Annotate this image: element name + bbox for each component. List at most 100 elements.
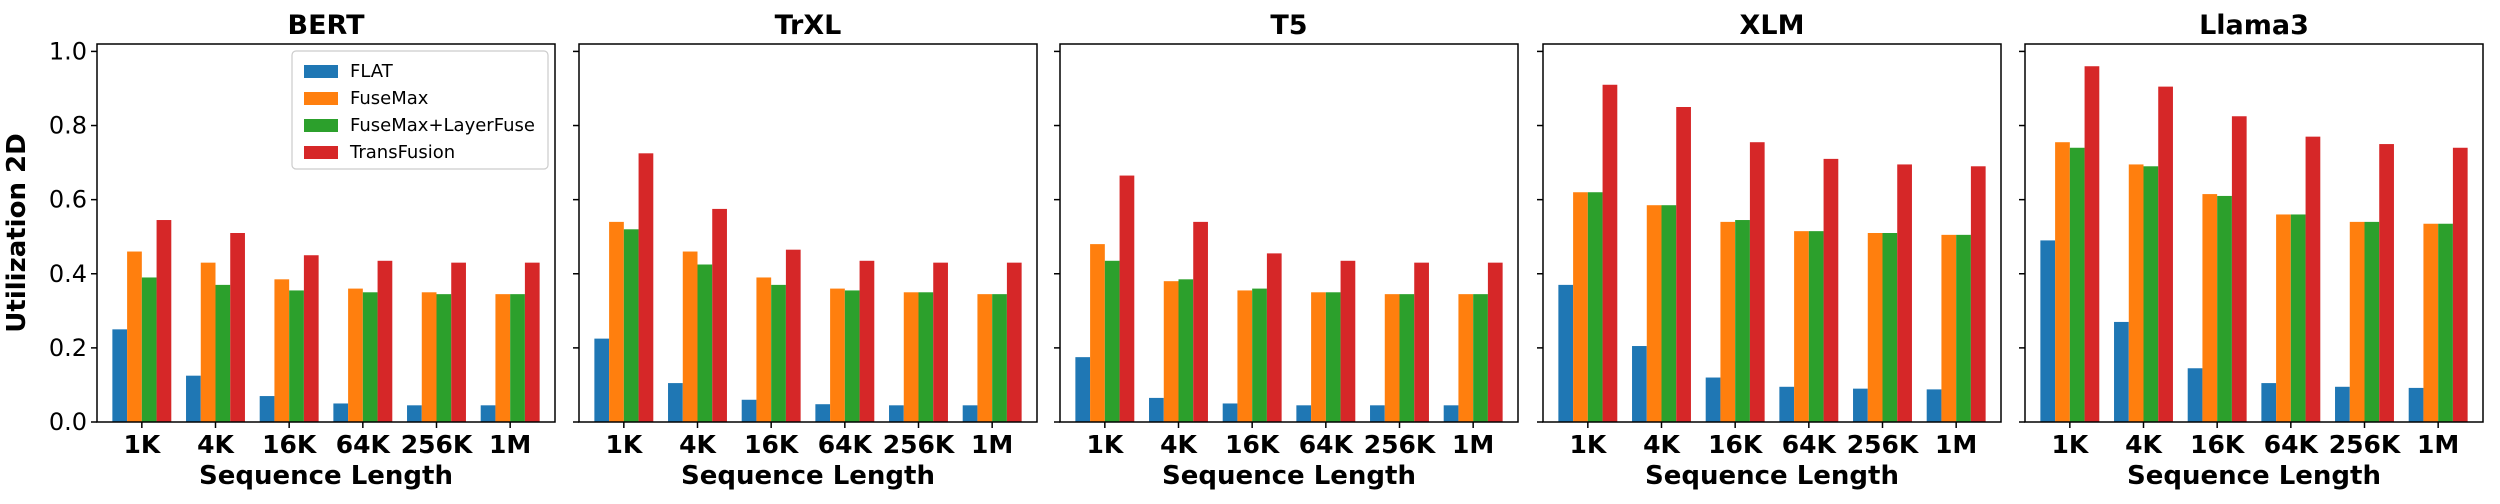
bar-trxl-fusemax-layerfuse-256k: [918, 292, 934, 422]
legend-frame: [291, 50, 549, 170]
x-tick-label: 1K: [1086, 430, 1124, 459]
bar-t5-transfusion-1k: [1119, 175, 1135, 422]
bar-t5-fusemax-layerfuse-256k: [1399, 294, 1415, 422]
bar-bert-fusemax-4k: [200, 262, 216, 422]
bar-trxl-fusemax-16k: [756, 277, 772, 422]
bar-t5-fusemax-64k: [1311, 292, 1326, 422]
bar-trxl-flat-1k: [594, 338, 610, 422]
bar-bert-transfusion-64k: [377, 260, 393, 422]
bar-trxl-fusemax-layerfuse-64k: [844, 290, 860, 422]
bar-bert-fusemax-64k: [348, 288, 363, 422]
bar-xlm-fusemax-layerfuse-64k: [1808, 231, 1824, 422]
y-tick-label: 0.2: [49, 334, 87, 362]
bar-t5-flat-1m: [1443, 405, 1459, 422]
bar-llama3-transfusion-64k: [2305, 136, 2321, 422]
bar-trxl-fusemax-64k: [830, 288, 845, 422]
x-axis-label: Sequence Length: [681, 461, 935, 491]
bar-t5-fusemax-layerfuse-4k: [1178, 279, 1194, 422]
x-tick-label: 1M: [971, 430, 1013, 459]
bar-llama3-flat-256k: [2335, 386, 2350, 422]
bar-llama3-flat-1m: [2408, 387, 2424, 422]
bar-llama3-fusemax-layerfuse-16k: [2217, 195, 2232, 422]
bar-t5-fusemax-layerfuse-64k: [1325, 292, 1341, 422]
bar-bert-transfusion-1m: [524, 262, 540, 422]
plot-frame: [96, 43, 556, 423]
bar-t5-transfusion-1m: [1487, 262, 1503, 422]
bar-trxl-transfusion-64k: [859, 260, 875, 422]
bar-xlm-flat-4k: [1632, 346, 1647, 422]
plot-frame: [2024, 43, 2484, 423]
bar-xlm-flat-256k: [1853, 388, 1868, 422]
bar-bert-transfusion-16k: [303, 255, 319, 422]
panel-title: BERT: [287, 10, 365, 41]
bar-xlm-fusemax-1k: [1573, 192, 1588, 422]
bar-bert-flat-256k: [407, 405, 422, 422]
bar-llama3-fusemax-layerfuse-4k: [2143, 166, 2159, 422]
x-tick-label: 64K: [1782, 430, 1838, 459]
bar-xlm-fusemax-64k: [1794, 231, 1809, 422]
bar-llama3-fusemax-4k: [2128, 164, 2144, 422]
x-axis-label: Sequence Length: [1645, 461, 1899, 491]
bar-xlm-flat-16k: [1705, 377, 1721, 422]
panel-llama3: Llama3 1K 4K 16K 64K 256K 1M Sequence Length: [2019, 10, 2484, 491]
bar-trxl-transfusion-1k: [638, 153, 654, 422]
panel-t5: T5 1K 4K 16K 64K 256K 1M Sequence Length: [1054, 10, 1519, 491]
bar-xlm-transfusion-256k: [1897, 164, 1912, 422]
x-axis-label: Sequence Length: [2127, 461, 2381, 491]
bar-bert-flat-4k: [186, 375, 201, 422]
x-tick-label: 1K: [2051, 430, 2089, 459]
bar-trxl-flat-256k: [889, 405, 904, 422]
bar-trxl-transfusion-256k: [933, 262, 948, 422]
bar-xlm-flat-1m: [1926, 389, 1942, 422]
legend-label: TransFusion: [349, 142, 455, 163]
bar-llama3-fusemax-layerfuse-1m: [2438, 223, 2453, 422]
bar-t5-fusemax-16k: [1237, 290, 1253, 422]
x-tick-label: 16K: [1708, 430, 1764, 459]
bar-t5-fusemax-1m: [1458, 294, 1474, 422]
bar-llama3-flat-64k: [2261, 383, 2277, 422]
bar-trxl-transfusion-4k: [712, 208, 727, 422]
bar-t5-fusemax-256k: [1384, 294, 1400, 422]
y-tick-label: 0.8: [49, 112, 87, 140]
legend-swatch-fusemax: [304, 92, 338, 105]
x-tick-label: 4K: [2125, 430, 2163, 459]
x-tick-label: 1M: [2417, 430, 2459, 459]
bar-t5-fusemax-layerfuse-1k: [1104, 260, 1120, 422]
bar-trxl-flat-16k: [741, 399, 757, 422]
bar-trxl-flat-64k: [815, 404, 831, 422]
bar-bert-fusemax-256k: [421, 292, 437, 422]
bar-trxl-fusemax-layerfuse-16k: [771, 284, 786, 422]
bar-xlm-fusemax-16k: [1720, 221, 1736, 422]
x-tick-label: 1M: [1452, 430, 1494, 459]
bar-trxl-fusemax-layerfuse-1m: [992, 294, 1007, 422]
bar-llama3-fusemax-1k: [2055, 142, 2070, 422]
x-tick-label: 64K: [818, 430, 874, 459]
bar-llama3-fusemax-layerfuse-256k: [2364, 221, 2380, 422]
x-tick-label: 1M: [1935, 430, 1977, 459]
bar-bert-fusemax-16k: [274, 279, 290, 422]
bar-xlm-transfusion-64k: [1823, 158, 1839, 422]
bar-t5-fusemax-4k: [1163, 281, 1179, 422]
bar-trxl-fusemax-layerfuse-1k: [623, 229, 639, 422]
bar-llama3-fusemax-layerfuse-1k: [2069, 147, 2085, 422]
x-tick-label: 1K: [1569, 430, 1607, 459]
bar-llama3-fusemax-1m: [2423, 223, 2439, 422]
x-axis-label: Sequence Length: [1162, 461, 1416, 491]
x-tick-label: 4K: [197, 430, 235, 459]
panel-bert: BERT 1K 4K 16K 64K 256K 1M Sequence Length 0.0 0.…: [2, 10, 556, 491]
bar-bert-fusemax-layerfuse-1k: [141, 277, 157, 422]
legend-swatch-flat: [304, 65, 338, 78]
panel-title: XLM: [1740, 10, 1805, 41]
bar-xlm-fusemax-256k: [1867, 233, 1883, 422]
bar-bert-flat-1k: [112, 329, 128, 422]
bar-bert-transfusion-256k: [451, 262, 466, 422]
x-tick-label: 64K: [336, 430, 392, 459]
bar-xlm-fusemax-layerfuse-1k: [1587, 192, 1603, 422]
bar-llama3-transfusion-4k: [2158, 86, 2173, 423]
bar-bert-fusemax-1m: [495, 294, 511, 422]
bar-llama3-fusemax-16k: [2202, 194, 2218, 422]
bar-trxl-flat-1m: [962, 405, 978, 422]
bar-llama3-flat-4k: [2114, 321, 2129, 422]
plot-frame: [578, 43, 1038, 423]
